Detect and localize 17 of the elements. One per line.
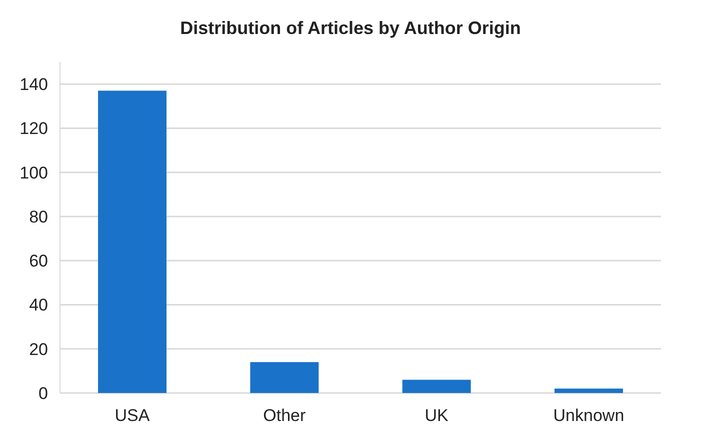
bar <box>98 90 167 393</box>
y-tick-label: 60 <box>29 252 48 271</box>
chart-title: Distribution of Articles by Author Origin <box>180 18 521 38</box>
x-tick-label: Unknown <box>553 406 624 425</box>
bar <box>554 388 623 393</box>
x-tick-label: UK <box>424 406 450 425</box>
y-tick-label: 40 <box>29 296 48 315</box>
y-tick-label: 20 <box>29 340 48 359</box>
y-tick-label: 80 <box>29 207 48 226</box>
y-tick-label: 100 <box>20 163 48 182</box>
bar <box>250 362 319 393</box>
y-tick-label: 0 <box>38 384 48 403</box>
x-tick-label: Other <box>263 406 306 425</box>
x-tick-label: USA <box>114 406 150 425</box>
bar <box>402 380 471 393</box>
y-tick-label: 140 <box>20 75 48 94</box>
y-tick-label: 120 <box>20 119 48 138</box>
